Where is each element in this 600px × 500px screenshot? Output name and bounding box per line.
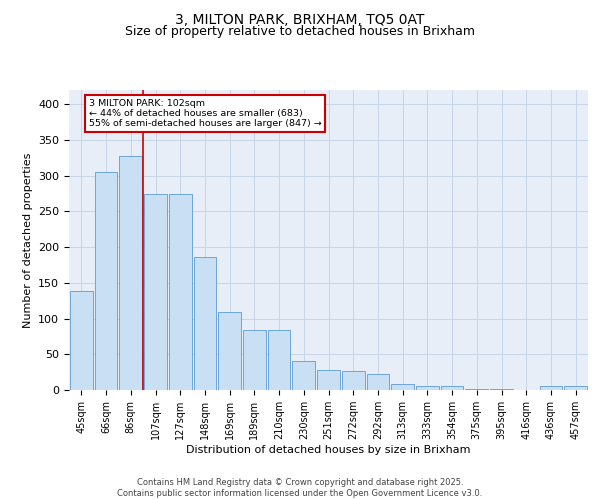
Bar	[218, 312, 241, 390]
Bar	[268, 330, 290, 390]
Bar	[342, 370, 365, 390]
Bar	[466, 388, 488, 390]
Bar	[194, 257, 216, 390]
Text: 3, MILTON PARK, BRIXHAM, TQ5 0AT: 3, MILTON PARK, BRIXHAM, TQ5 0AT	[175, 12, 425, 26]
Y-axis label: Number of detached properties: Number of detached properties	[23, 152, 32, 328]
Bar	[564, 386, 587, 390]
Bar	[70, 290, 93, 390]
Bar	[119, 156, 142, 390]
Bar	[95, 172, 118, 390]
Text: 3 MILTON PARK: 102sqm
← 44% of detached houses are smaller (683)
55% of semi-det: 3 MILTON PARK: 102sqm ← 44% of detached …	[89, 98, 322, 128]
Bar	[391, 384, 414, 390]
Bar	[144, 194, 167, 390]
Bar	[490, 388, 513, 390]
Text: Size of property relative to detached houses in Brixham: Size of property relative to detached ho…	[125, 25, 475, 38]
Bar	[441, 386, 463, 390]
X-axis label: Distribution of detached houses by size in Brixham: Distribution of detached houses by size …	[186, 445, 471, 455]
Bar	[169, 194, 191, 390]
Bar	[243, 330, 266, 390]
Text: Contains HM Land Registry data © Crown copyright and database right 2025.
Contai: Contains HM Land Registry data © Crown c…	[118, 478, 482, 498]
Bar	[367, 374, 389, 390]
Bar	[292, 362, 315, 390]
Bar	[416, 386, 439, 390]
Bar	[317, 370, 340, 390]
Bar	[539, 386, 562, 390]
